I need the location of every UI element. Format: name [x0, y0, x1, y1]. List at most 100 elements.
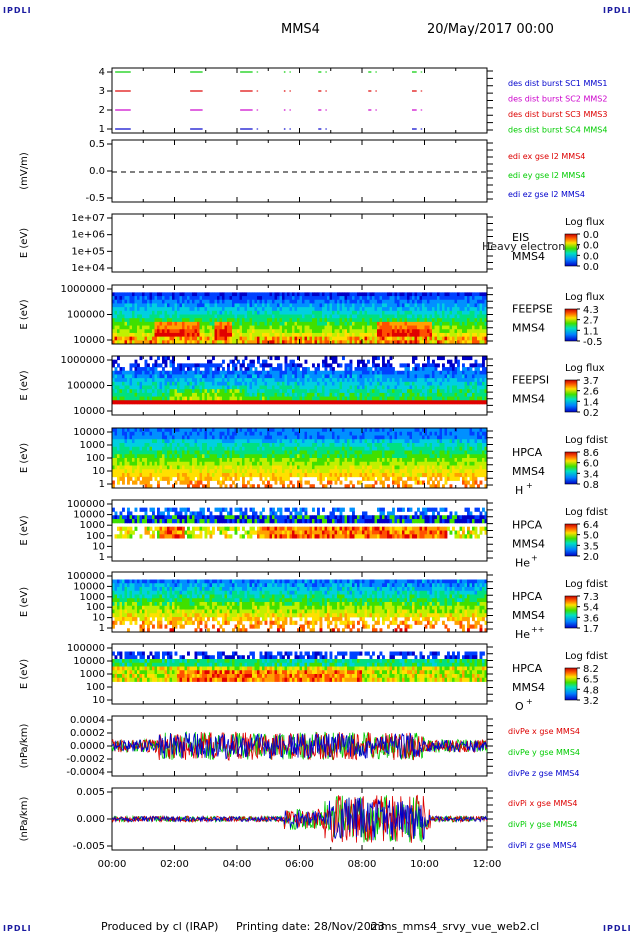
feepse-heatmap-cell	[152, 310, 155, 315]
hpca_h-heatmap-cell	[162, 469, 165, 474]
feepse-heatmap-cell	[239, 292, 243, 297]
feepse-heatmap-cell	[444, 299, 448, 304]
feepsi-heatmap-cell	[374, 370, 378, 375]
feepse-heatmap-cell	[314, 292, 318, 297]
feepse-heatmap-cell	[259, 340, 263, 345]
feepsi-heatmap-cell	[387, 363, 390, 368]
feepse-heatmap-cell	[384, 321, 388, 326]
feepse-heatmap-cell	[149, 296, 153, 301]
feepsi-heatmap-cell	[379, 389, 383, 394]
hpca_h-heatmap-cell	[222, 431, 225, 436]
feepse-heatmap-cell	[212, 336, 215, 341]
feepsi-heatmap-cell	[444, 381, 448, 386]
hpca_h-heatmap-cell	[242, 465, 245, 470]
feepse-heatmap-cell	[479, 292, 483, 297]
feepsi-heatmap-cell	[327, 363, 330, 368]
hpca_h-heatmap-cell	[262, 473, 265, 478]
feepse-heatmap-cell	[144, 307, 148, 312]
feepse-heatmap-cell	[177, 332, 180, 338]
feepse-heatmap-cell	[432, 310, 435, 315]
feepse-heatmap-cell	[252, 325, 255, 330]
feepse-heatmap-cell	[312, 329, 315, 334]
feepsi-heatmap-cell	[349, 367, 353, 372]
feepse-heatmap-cell	[272, 292, 275, 297]
feepsi-heatmap-cell	[262, 363, 265, 368]
feepse-heatmap-cell	[284, 296, 288, 301]
feepse-heatmap-cell	[159, 292, 163, 297]
feepse-heatmap-cell	[329, 292, 333, 297]
feepsi-heatmap-cell	[257, 378, 260, 383]
hpca_h-heatmap-cell	[319, 473, 323, 478]
feepsi-heatmap-cell	[149, 400, 153, 405]
hpca_h-heatmap-cell	[294, 439, 298, 444]
feepsi-heatmap-cell	[139, 400, 143, 405]
feepse-heatmap-cell	[382, 321, 385, 326]
hpca_h-heatmap-cell	[124, 473, 128, 478]
feepsi-heatmap-cell	[164, 374, 168, 379]
hpca_h-heatmap-cell	[282, 446, 285, 451]
feepsi-heatmap-cell	[282, 396, 285, 401]
feepse-heatmap-cell	[322, 314, 325, 319]
hpca_h-heatmap-cell	[129, 461, 133, 466]
feepse-heatmap-cell	[154, 340, 158, 345]
feepsi-heatmap-cell	[399, 385, 403, 390]
feepsi-heatmap-cell	[197, 392, 200, 397]
feepse-heatmap-cell	[372, 292, 375, 297]
feepsi-heatmap-cell	[394, 370, 398, 375]
hpca_h-heatmap-cell	[247, 443, 250, 448]
feepse-heatmap-cell	[154, 299, 158, 304]
feepse-heatmap-cell	[437, 292, 440, 297]
hpca_h-heatmap-cell	[164, 461, 168, 466]
feepsi-heatmap-cell	[147, 370, 150, 375]
feepsi-heatmap-cell	[309, 385, 313, 390]
feepsi-heatmap-cell	[167, 396, 170, 401]
hpca_h-heatmap-cell	[229, 431, 233, 436]
feepse-heatmap-cell	[197, 314, 200, 319]
hpca_h-heatmap-cell	[119, 443, 123, 448]
hpca_h-heatmap-cell	[324, 443, 328, 448]
hpca_h-heatmap-cell	[259, 439, 263, 444]
feepse-heatmap-cell	[117, 307, 120, 312]
feepse-heatmap-cell	[144, 314, 148, 319]
feepse-heatmap-cell	[164, 321, 168, 326]
hpca_h-heatmap-cell	[287, 473, 290, 478]
feepse-heatmap-cell	[149, 314, 153, 319]
feepse-heatmap-cell	[114, 299, 118, 304]
feepse-heatmap-cell	[372, 296, 375, 301]
feepse-heatmap-cell	[299, 329, 303, 334]
feepse-heatmap-cell	[142, 299, 145, 304]
hpca_h-heatmap-cell	[207, 439, 210, 444]
hpca_h-heatmap-cell	[314, 473, 318, 478]
hpca_h-heatmap-cell	[277, 465, 280, 470]
feepsi-heatmap-cell	[437, 370, 440, 375]
feepsi-heatmap-cell	[447, 359, 450, 364]
feepse-heatmap-cell	[124, 296, 128, 301]
feepse-heatmap-cell	[227, 307, 230, 312]
hpca_h-heatmap-cell	[249, 469, 253, 474]
feepsi-heatmap-cell	[314, 374, 318, 379]
feepse-heatmap-cell	[437, 321, 440, 326]
feepse-heatmap-cell	[429, 321, 433, 326]
hpca_h-heatmap-cell	[274, 461, 278, 466]
feepse-heatmap-cell	[467, 299, 470, 304]
hpca_h-heatmap-cell	[137, 446, 140, 451]
feepsi-heatmap-cell	[302, 392, 305, 397]
hpca_h-heatmap-cell	[169, 465, 173, 470]
feepse-heatmap-cell	[359, 329, 363, 334]
hpca_h-heatmap-cell	[177, 428, 180, 433]
feepsi-heatmap-cell	[464, 381, 468, 386]
feepse-heatmap-cell	[352, 336, 355, 341]
hpca_h-heatmap-cell	[209, 439, 213, 444]
feepsi-heatmap-cell	[449, 370, 453, 375]
feepse-heatmap-cell	[364, 296, 368, 301]
hpca_h-heatmap-cell	[259, 465, 263, 470]
hpca_h-heatmap-cell	[274, 476, 278, 481]
hpca_h-heatmap-cell	[234, 428, 238, 433]
hpca_h-heatmap-cell	[234, 443, 238, 448]
hpca_h-heatmap-cell	[274, 458, 278, 463]
hpca_h-heatmap-cell	[147, 465, 150, 470]
hpca_h-heatmap-cell	[282, 473, 285, 478]
feepse-heatmap-cell	[417, 299, 420, 304]
feepse-heatmap-cell	[214, 336, 218, 341]
feepsi-heatmap-cell	[374, 374, 378, 379]
